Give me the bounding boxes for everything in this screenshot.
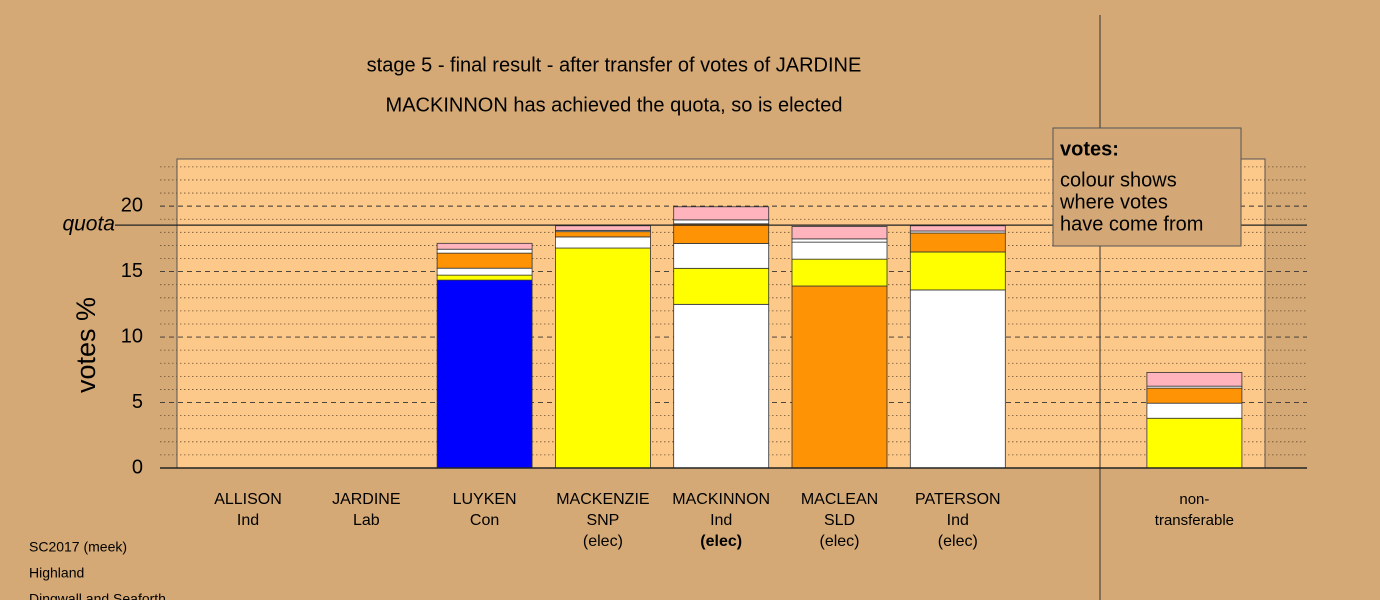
status-label: (elec) [819,533,859,550]
note-line: have come from [1060,213,1203,235]
footer-line: Highland [29,565,84,581]
note-title: votes: [1060,138,1119,160]
x-tick-label: ALLISON [214,491,282,508]
y-tick-label: 5 [132,391,143,413]
bar-segment [673,206,770,221]
status-label: (elec) [700,533,742,550]
x-tick-label: SLD [824,512,855,529]
status-label: (elec) [583,533,623,550]
bar-segment [436,248,533,254]
bar-segment [673,243,770,269]
x-tick-label: LUYKEN [453,491,517,508]
bar-segment [909,225,1006,232]
chart-subtitle: MACKINNON has achieved the quota, so is … [386,94,843,116]
x-tick-label: transferable [1155,512,1234,529]
bar-segment [1146,372,1243,387]
y-tick-label: 20 [121,194,143,216]
bar-segment [1146,417,1243,469]
bar-segment [436,252,533,269]
bar-segment [791,285,888,469]
bar-segment [436,242,533,250]
x-tick-label: PATERSON [915,491,1001,508]
footer-line: SC2017 (meek) [29,539,127,555]
y-tick-label: 10 [121,325,143,347]
x-tick-label: MACKINNON [672,491,770,508]
bar-segment [436,274,533,281]
bar-segment [436,267,533,276]
bar-segment [791,238,888,243]
bar-segment [909,251,1006,291]
bar-segment [1146,402,1243,419]
bar-segment [436,279,533,469]
x-tick-label: Ind [947,512,969,529]
bar-segment [555,231,651,238]
bar-segment [791,226,888,240]
bar-segment [791,258,888,287]
note-line: colour shows [1060,169,1177,191]
x-tick-label: MACLEAN [801,491,878,508]
x-tick-label: SNP [586,512,619,529]
bar-segment [909,289,1006,469]
bar-segment [1146,387,1243,404]
x-tick-label: Lab [353,512,380,529]
quota-label: quota [62,213,115,236]
note-box [1052,127,1242,247]
bar-segment [673,303,770,469]
x-tick-label: MACKENZIE [556,491,649,508]
x-tick-label: JARDINE [332,491,400,508]
x-tick-label: non- [1179,491,1209,508]
bar-segment [909,232,1006,253]
footer-line: Dingwall and Seaforth [29,591,166,600]
x-tick-label: Con [470,512,499,529]
status-label: (elec) [938,533,978,550]
bar-segment [555,247,651,469]
bar-segment [673,219,770,225]
x-tick-label: Ind [237,512,259,529]
bar-segment [673,267,770,305]
chart-title: stage 5 - final result - after transfer … [367,54,862,76]
x-tick-label: Ind [710,512,732,529]
y-axis-label: votes % [71,297,101,393]
bar-segment [555,225,651,231]
note-line: where votes [1059,191,1168,213]
bar-segment [791,241,888,260]
bar-segment [555,236,651,249]
bar-segment [673,223,770,244]
y-tick-label: 15 [121,260,143,282]
y-tick-label: 0 [132,456,143,478]
